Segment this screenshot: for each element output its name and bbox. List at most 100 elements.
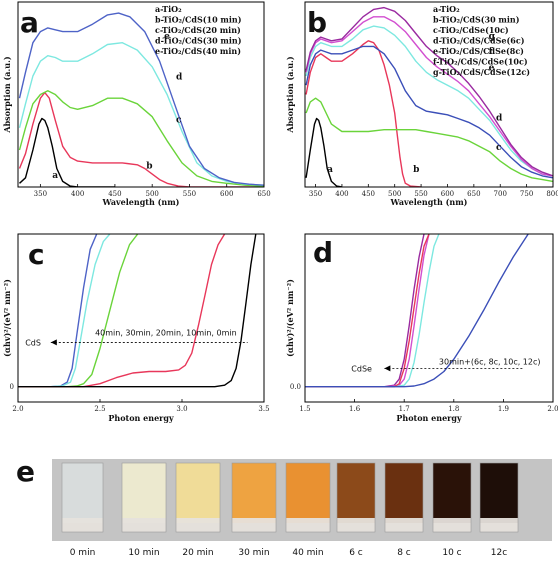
sample-outline bbox=[61, 462, 104, 533]
legend-entry: c-TiO₂/CdSe(10c) bbox=[433, 25, 509, 35]
plot-frame bbox=[17, 233, 265, 403]
sample-film bbox=[122, 463, 166, 523]
curve-label-a: a bbox=[327, 165, 333, 175]
y-axis-label: Absorption (a.u.) bbox=[2, 56, 12, 133]
legend-entry: f-TiO₂/CdS/CdSe(10c) bbox=[433, 57, 528, 67]
x-tick-label: 450 bbox=[108, 190, 121, 198]
legend-entry: d-TiO₂/CdS(30 min) bbox=[155, 36, 242, 46]
series-line-c bbox=[18, 90, 264, 187]
x-tick-label: 2.0 bbox=[547, 405, 558, 413]
x-tick-label: 1.5 bbox=[299, 405, 310, 413]
annotation-text: 30min+(6c, 8c, 10c, 12c) bbox=[439, 357, 541, 366]
sample-caption: 20 min bbox=[182, 548, 213, 558]
sample-30min: 30 min bbox=[231, 462, 277, 558]
legend-entry: g-TiO₂/CdS/CdSe(12c) bbox=[433, 67, 530, 77]
x-tick-label: 650 bbox=[257, 190, 270, 198]
annotation-arrow-head bbox=[50, 339, 57, 346]
panel-a: 350 400 450 500 550 600 650 Wavelength (nm) Abso… bbox=[2, 1, 271, 207]
series-line-d bbox=[18, 42, 264, 186]
x-tick-label: 650 bbox=[467, 190, 480, 198]
x-tick-label: 1.8 bbox=[448, 405, 459, 413]
x-tick-label: 550 bbox=[414, 190, 427, 198]
x-tick-label: 400 bbox=[71, 190, 84, 198]
sample-film bbox=[385, 463, 423, 523]
panel-e: e 0 min 10 min 20 min 30 min 40 min 6 c 8 c 10 c… bbox=[16, 455, 552, 558]
panel-label: b bbox=[307, 6, 327, 39]
y-tick-label: 0.0 bbox=[290, 383, 301, 391]
y-axis-label: (αhv)²/(eV² nm⁻²) bbox=[2, 279, 12, 357]
sample-20min: 20 min bbox=[175, 462, 221, 558]
series-line-d bbox=[305, 45, 553, 179]
sample-substrate-edge bbox=[337, 518, 375, 532]
curve-label-c: c bbox=[176, 115, 182, 125]
sample-caption: 40 min bbox=[292, 548, 323, 558]
panel-d: 1.5 1.6 1.7 1.8 1.9 2.0 0.0 Photon energy (αhv)²… bbox=[285, 233, 558, 423]
x-tick-label: 1.7 bbox=[399, 405, 410, 413]
legend-entry: b-TiO₂/CdS(10 min) bbox=[155, 15, 242, 25]
sample-10c: 10 c bbox=[432, 462, 472, 558]
y-axis-label: Absorption (a.u.) bbox=[285, 56, 295, 133]
sample-outline bbox=[336, 462, 376, 533]
sample-caption: 6 c bbox=[349, 548, 363, 558]
panel-label: a bbox=[20, 6, 39, 39]
series-line-0min bbox=[18, 234, 257, 388]
x-tick-label: 450 bbox=[362, 190, 375, 198]
sample-film bbox=[286, 463, 330, 523]
sample-caption: 10 min bbox=[128, 548, 159, 558]
x-axis-label: Wavelength (nm) bbox=[102, 197, 180, 207]
x-tick-label: 2.5 bbox=[94, 405, 105, 413]
sample-substrate-edge bbox=[286, 518, 330, 532]
sample-substrate-edge bbox=[433, 518, 471, 532]
x-tick-label: 1.9 bbox=[498, 405, 509, 413]
sample-film bbox=[62, 463, 103, 523]
sample-outline bbox=[479, 462, 519, 533]
sample-substrate-edge bbox=[232, 518, 276, 532]
sample-caption: 0 min bbox=[70, 548, 96, 558]
series-line-e bbox=[305, 25, 553, 177]
y-tick-label: 0 bbox=[10, 383, 14, 391]
sample-caption: 10 c bbox=[442, 548, 461, 558]
sample-outline bbox=[231, 462, 277, 533]
sample-6c: 6 c bbox=[336, 462, 376, 558]
panel-label: c bbox=[28, 238, 45, 271]
plot-frame bbox=[304, 1, 554, 188]
x-tick-label: 750 bbox=[520, 190, 533, 198]
series-line-f bbox=[305, 16, 553, 177]
sample-outline bbox=[121, 462, 167, 533]
legend-entry: d-TiO₂/CdS/CdSe(6c) bbox=[433, 36, 525, 46]
curve-label-e: e bbox=[164, 32, 170, 42]
sample-8c: 8 c bbox=[384, 462, 424, 558]
sample-film bbox=[480, 463, 518, 523]
curve-label-a: a bbox=[52, 171, 58, 181]
panel-c: 2.0 2.5 3.0 3.5 0 Photon energy (αhv)²/(eV² nm… bbox=[2, 233, 270, 423]
y-axis-label: (αhv)²/(eV² nm⁻²) bbox=[285, 279, 295, 357]
sample-caption: 12c bbox=[491, 548, 507, 558]
annotation-text: 40min, 30min, 20min, 10min, 0min bbox=[95, 328, 237, 337]
legend-entry: c-TiO₂/CdS(20 min) bbox=[155, 25, 241, 35]
x-tick-label: 3.0 bbox=[176, 405, 187, 413]
sample-outline bbox=[432, 462, 472, 533]
series-line-c bbox=[305, 97, 553, 183]
panel-label: e bbox=[16, 455, 35, 488]
series-line-8c bbox=[305, 234, 440, 388]
x-tick-label: 800 bbox=[546, 190, 558, 198]
curve-label-c: c bbox=[496, 143, 502, 153]
sample-substrate-edge bbox=[122, 518, 166, 532]
sample-outline bbox=[175, 462, 221, 533]
series-line-b bbox=[18, 91, 264, 187]
x-tick-label: 3.5 bbox=[258, 405, 269, 413]
legend-entry: a-TiO₂ bbox=[155, 4, 182, 14]
legend-entry: e-TiO₂/CdS(40 min) bbox=[155, 46, 241, 56]
legend-entry: a-TiO₂ bbox=[433, 4, 460, 14]
x-axis-label: Wavelength (nm) bbox=[390, 197, 468, 207]
sample-40min: 40 min bbox=[285, 462, 331, 558]
curve-label-g: g bbox=[489, 32, 496, 42]
sample-substrate-edge bbox=[62, 518, 103, 532]
curve-label-b: b bbox=[413, 165, 419, 175]
curve-label-e: e bbox=[489, 63, 495, 73]
x-tick-label: 600 bbox=[220, 190, 233, 198]
curve-label-f: f bbox=[489, 47, 494, 57]
series-line-10c-CdSe bbox=[305, 234, 430, 388]
curve-label-d: d bbox=[176, 73, 183, 83]
